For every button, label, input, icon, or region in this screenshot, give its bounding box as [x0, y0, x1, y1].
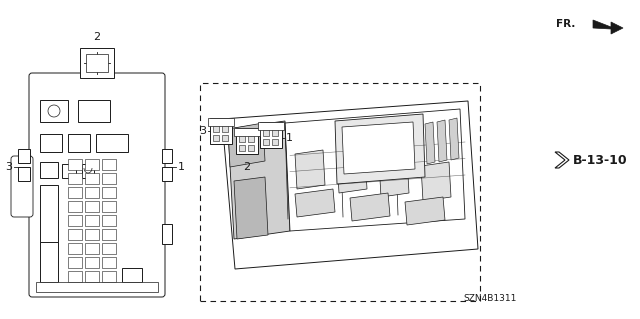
- Bar: [222, 126, 228, 132]
- Bar: [102, 187, 116, 198]
- Bar: [248, 136, 254, 142]
- Text: 3: 3: [5, 162, 12, 172]
- Bar: [85, 173, 99, 184]
- Bar: [85, 271, 99, 282]
- Bar: [40, 242, 58, 282]
- Polygon shape: [425, 122, 435, 164]
- FancyBboxPatch shape: [29, 73, 165, 297]
- Bar: [86, 54, 108, 72]
- Bar: [40, 134, 62, 152]
- Polygon shape: [342, 122, 415, 174]
- Bar: [68, 187, 82, 198]
- Text: B-13-10: B-13-10: [573, 153, 628, 167]
- Polygon shape: [593, 20, 623, 34]
- Polygon shape: [234, 177, 268, 239]
- Bar: [239, 136, 245, 142]
- Bar: [222, 135, 228, 141]
- Bar: [18, 149, 30, 163]
- Bar: [68, 201, 82, 212]
- Bar: [162, 167, 172, 181]
- Bar: [258, 122, 284, 130]
- Bar: [122, 268, 142, 282]
- Bar: [200, 83, 480, 301]
- Polygon shape: [437, 120, 447, 162]
- Bar: [102, 201, 116, 212]
- Polygon shape: [335, 114, 425, 184]
- FancyBboxPatch shape: [11, 156, 33, 217]
- Bar: [68, 243, 82, 254]
- Bar: [208, 118, 234, 126]
- Polygon shape: [228, 121, 290, 239]
- Text: 2: 2: [243, 162, 251, 172]
- Polygon shape: [285, 109, 465, 231]
- Bar: [85, 257, 99, 268]
- Bar: [40, 162, 58, 178]
- Bar: [85, 229, 99, 240]
- Bar: [82, 164, 94, 178]
- Bar: [36, 282, 158, 292]
- Bar: [234, 128, 260, 136]
- Bar: [102, 229, 116, 240]
- Polygon shape: [337, 154, 367, 193]
- Polygon shape: [379, 158, 409, 197]
- Bar: [102, 257, 116, 268]
- Text: 3: 3: [199, 126, 206, 136]
- Bar: [263, 130, 269, 136]
- Polygon shape: [295, 150, 325, 189]
- Bar: [239, 145, 245, 151]
- Polygon shape: [222, 101, 478, 269]
- Bar: [260, 122, 282, 148]
- Polygon shape: [350, 193, 390, 221]
- Bar: [236, 128, 258, 154]
- Bar: [213, 126, 219, 132]
- Bar: [85, 159, 99, 170]
- Text: FR.: FR.: [556, 19, 575, 29]
- Bar: [62, 164, 76, 178]
- Polygon shape: [228, 123, 265, 167]
- Bar: [78, 100, 110, 122]
- Bar: [102, 159, 116, 170]
- Bar: [80, 48, 114, 78]
- Bar: [248, 145, 254, 151]
- Bar: [102, 173, 116, 184]
- Bar: [213, 135, 219, 141]
- Bar: [68, 271, 82, 282]
- Text: SZN4B1311: SZN4B1311: [463, 294, 516, 303]
- Polygon shape: [295, 189, 335, 217]
- Bar: [96, 134, 128, 152]
- Bar: [210, 118, 232, 144]
- Bar: [162, 149, 172, 163]
- Bar: [68, 257, 82, 268]
- Bar: [102, 243, 116, 254]
- Polygon shape: [555, 152, 569, 168]
- Bar: [68, 173, 82, 184]
- Bar: [68, 229, 82, 240]
- Bar: [102, 215, 116, 226]
- Bar: [102, 271, 116, 282]
- Text: 1: 1: [286, 133, 293, 143]
- Bar: [68, 159, 82, 170]
- Bar: [162, 224, 172, 244]
- Bar: [85, 215, 99, 226]
- Bar: [68, 134, 90, 152]
- Polygon shape: [421, 162, 451, 201]
- Bar: [85, 243, 99, 254]
- Bar: [85, 187, 99, 198]
- Text: 1: 1: [178, 162, 185, 172]
- Polygon shape: [449, 118, 459, 160]
- Bar: [68, 215, 82, 226]
- Bar: [263, 139, 269, 145]
- Text: 2: 2: [93, 32, 100, 42]
- Bar: [272, 130, 278, 136]
- Bar: [40, 185, 58, 243]
- Bar: [18, 167, 30, 181]
- Bar: [85, 201, 99, 212]
- Polygon shape: [405, 197, 445, 225]
- Bar: [272, 139, 278, 145]
- Bar: [40, 100, 68, 122]
- Circle shape: [48, 105, 60, 117]
